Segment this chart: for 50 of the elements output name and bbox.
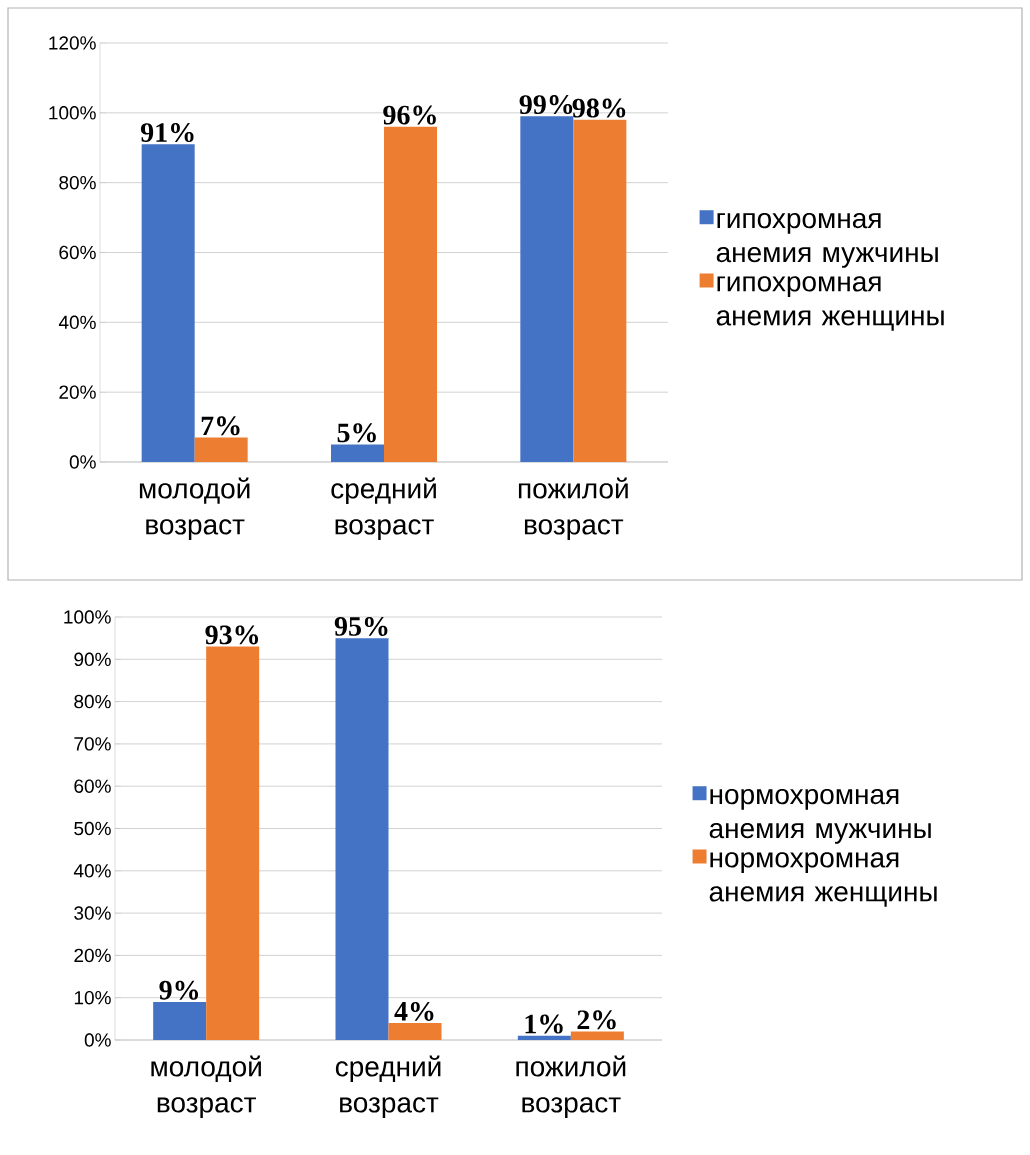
data-label: 4% — [394, 1001, 434, 1021]
bar — [194, 437, 248, 462]
data-label: 98% — [572, 98, 626, 118]
data-label: 96% — [383, 105, 436, 125]
x-tick-label: молодой возраст — [139, 477, 250, 541]
y-tick-label: 120% — [49, 36, 96, 50]
data-label: 7% — [201, 416, 240, 436]
bar — [153, 1001, 207, 1040]
y-tick-label: 80% — [59, 175, 96, 190]
data-label: 1% — [525, 1014, 563, 1034]
x-tick-label: пожилой возраст — [516, 1055, 626, 1119]
data-label: 95% — [334, 616, 388, 636]
data-label: 5% — [337, 423, 376, 443]
y-tick-label: 70% — [74, 737, 111, 751]
data-label: 99% — [519, 95, 573, 115]
x-tick-label: средний возраст — [331, 477, 436, 541]
bar — [388, 1023, 442, 1040]
bar — [331, 444, 384, 462]
y-tick-label: 40% — [58, 315, 96, 330]
data-label: 93% — [205, 625, 259, 645]
y-tick-label: 50% — [74, 821, 111, 836]
data-label: 2% — [577, 1010, 616, 1030]
y-tick-label: 40% — [73, 864, 111, 878]
y-tick-label: 10% — [74, 990, 111, 1005]
y-tick-label: 0% — [69, 455, 96, 469]
y-tick-label: 80% — [74, 694, 111, 709]
x-tick-label: пожилой возраст — [518, 477, 628, 541]
bar — [335, 638, 389, 1040]
legend-label: нормохромная анемия женщины — [709, 852, 937, 907]
y-tick-label: 90% — [74, 652, 111, 667]
data-label: 9% — [159, 980, 199, 1000]
legend-label: гипохромная анемия женщины — [716, 276, 944, 331]
bar — [570, 1031, 624, 1040]
bar — [384, 126, 437, 462]
y-tick-label: 30% — [74, 906, 111, 920]
bar — [206, 646, 260, 1040]
y-tick-label: 20% — [59, 385, 96, 399]
y-tick-label: 100% — [64, 610, 111, 624]
bar — [520, 116, 574, 462]
x-tick-label: средний возраст — [335, 1055, 441, 1119]
data-label: 91% — [140, 123, 194, 143]
bar — [517, 1035, 571, 1040]
y-tick-label: 100% — [49, 106, 96, 120]
bar — [573, 119, 627, 462]
y-tick-label: 0% — [84, 1033, 111, 1047]
x-tick-label: молодой возраст — [151, 1055, 261, 1119]
bar — [141, 144, 195, 462]
y-tick-label: 60% — [59, 245, 96, 260]
y-tick-label: 60% — [74, 779, 111, 793]
y-tick-label: 20% — [74, 948, 111, 963]
